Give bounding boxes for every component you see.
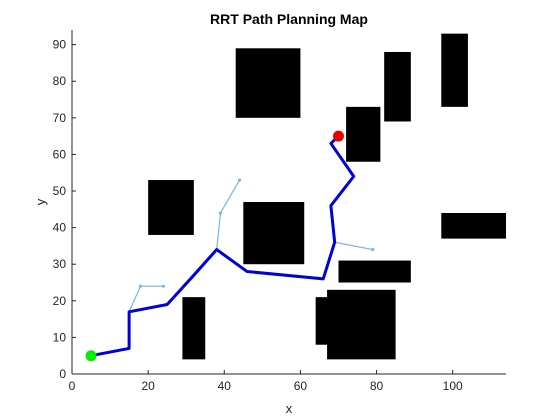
y-tick-label-5: 50 [53,184,67,198]
tree-node-1 [162,285,165,288]
obstacle-10 [316,297,339,345]
y-tick-label-8: 80 [53,74,67,88]
y-axis-label: y [33,198,48,205]
start-marker [86,350,97,361]
obstacle-2 [441,34,468,107]
obstacle-8 [182,297,205,359]
y-tick-label-1: 10 [53,330,67,344]
x-tick-label-5: 100 [443,379,463,393]
x-tick-label-3: 60 [294,379,308,393]
obstacle-1 [384,52,411,122]
goal-marker [333,131,344,142]
x-tick-label-2: 40 [218,379,232,393]
tree-node-3 [238,178,241,181]
chart-title: RRT Path Planning Map [210,11,368,27]
obstacle-5 [243,202,304,264]
y-tick-label-9: 90 [53,38,67,52]
y-tick-label-2: 20 [53,294,67,308]
obstacle-4 [148,180,194,235]
x-tick-label-0: 0 [69,379,76,393]
tree-node-4 [371,248,374,251]
x-axis-label: x [286,401,293,416]
y-tick-label-4: 40 [53,221,67,235]
obstacle-6 [441,213,506,239]
obstacle-3 [346,107,380,162]
y-tick-label-3: 30 [53,257,67,271]
y-tick-label-6: 60 [53,147,67,161]
obstacle-7 [338,261,410,283]
y-tick-label-0: 0 [59,367,66,381]
y-tick-label-7: 70 [53,111,67,125]
obstacle-0 [236,48,301,118]
x-tick-label-4: 80 [370,379,384,393]
x-tick-label-1: 20 [141,379,155,393]
